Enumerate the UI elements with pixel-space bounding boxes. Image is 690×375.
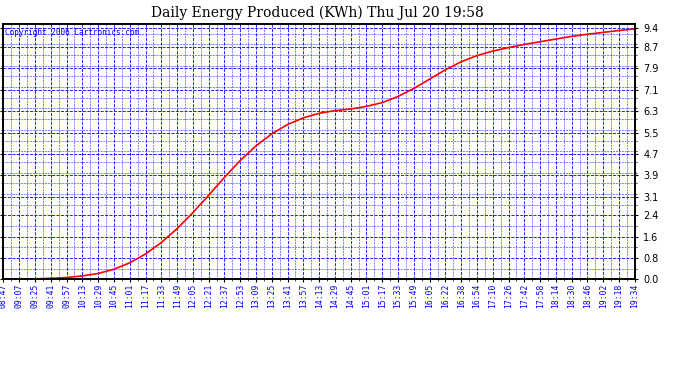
Text: Daily Energy Produced (KWh) Thu Jul 20 19:58: Daily Energy Produced (KWh) Thu Jul 20 1…: [151, 6, 484, 20]
Text: Copyright 2006 Cartronics.com: Copyright 2006 Cartronics.com: [5, 28, 139, 37]
